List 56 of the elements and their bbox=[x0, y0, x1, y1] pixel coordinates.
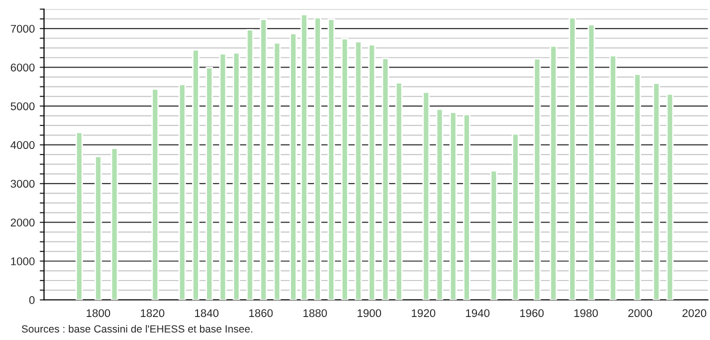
bar bbox=[463, 114, 470, 300]
bar bbox=[490, 170, 498, 300]
x-tick-label: 1820 bbox=[140, 309, 164, 318]
x-tick-label: 1880 bbox=[303, 309, 327, 318]
bar bbox=[634, 74, 642, 300]
bar bbox=[246, 29, 254, 300]
source-note: Sources : base Cassini de l'EHESS et base Insee. bbox=[22, 324, 252, 333]
bar bbox=[300, 14, 308, 300]
bar bbox=[666, 93, 674, 300]
bar bbox=[652, 82, 660, 300]
bar bbox=[609, 54, 617, 300]
bar bbox=[568, 17, 576, 300]
bar bbox=[395, 82, 403, 300]
y-tick-label: 4000 bbox=[10, 141, 35, 149]
y-tick-label: 0 bbox=[29, 296, 35, 304]
bar bbox=[449, 112, 457, 300]
bar bbox=[382, 58, 390, 300]
bar bbox=[354, 41, 362, 300]
bar bbox=[94, 156, 102, 300]
bar bbox=[260, 18, 268, 300]
x-tick-label: 2000 bbox=[628, 309, 652, 318]
y-tick-label: 2000 bbox=[10, 218, 35, 226]
y-tick-label: 6000 bbox=[10, 64, 35, 72]
bar bbox=[273, 42, 281, 300]
x-tick-label: 1960 bbox=[520, 309, 544, 318]
x-tick-label: 1800 bbox=[86, 309, 110, 318]
bar bbox=[110, 148, 118, 300]
y-tick-label: 3000 bbox=[10, 180, 35, 188]
bar bbox=[550, 45, 558, 300]
bar bbox=[178, 84, 186, 300]
x-tick-label: 2020 bbox=[682, 309, 706, 318]
bar bbox=[290, 32, 297, 300]
bar bbox=[151, 88, 159, 300]
y-tick-label: 1000 bbox=[11, 257, 35, 266]
y-tick-label: 7000 bbox=[10, 24, 35, 33]
x-tick-label: 1940 bbox=[466, 309, 490, 318]
bar bbox=[328, 18, 335, 300]
bar bbox=[533, 58, 541, 300]
bar bbox=[512, 133, 520, 300]
bar bbox=[76, 132, 83, 300]
bar bbox=[368, 44, 376, 300]
x-tick-label: 1980 bbox=[574, 309, 598, 318]
bar bbox=[436, 108, 444, 300]
x-tick-label: 1900 bbox=[358, 309, 382, 318]
bar bbox=[422, 91, 430, 300]
bar bbox=[232, 52, 240, 300]
bar bbox=[192, 49, 200, 300]
bar bbox=[206, 67, 213, 300]
y-tick-label: 5000 bbox=[10, 102, 35, 110]
x-tick-label: 1920 bbox=[412, 309, 436, 318]
bar bbox=[219, 53, 227, 300]
bar bbox=[314, 17, 322, 300]
x-tick-label: 1860 bbox=[249, 309, 273, 318]
bar bbox=[341, 38, 348, 300]
bar bbox=[588, 24, 596, 300]
x-tick-label: 1840 bbox=[195, 309, 219, 318]
